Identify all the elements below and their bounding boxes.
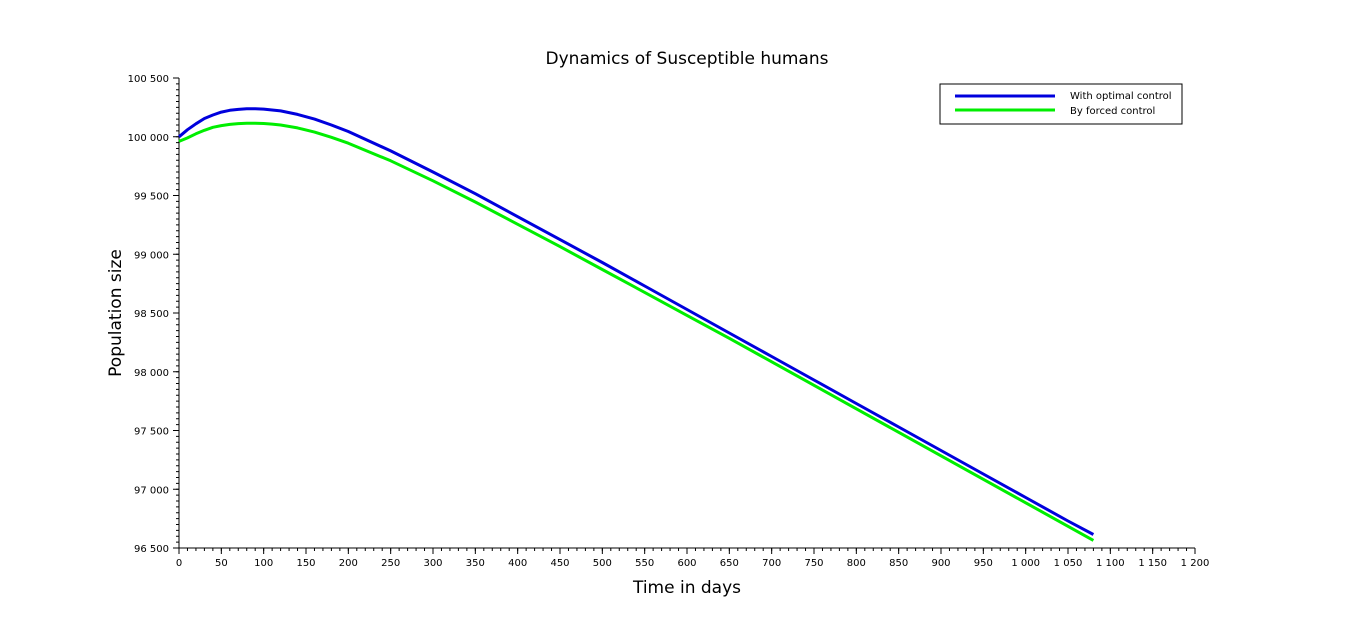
x-tick-label: 900	[931, 558, 950, 569]
x-tick-label: 150	[296, 558, 315, 569]
x-tick-label: 1 000	[1011, 558, 1040, 569]
x-tick-label: 800	[847, 558, 866, 569]
legend: With optimal control By forced control	[939, 83, 1183, 125]
legend-label-with-optimal-control: With optimal control	[1070, 91, 1172, 102]
y-tick-label: 96 500	[134, 544, 169, 555]
y-tick-label: 100 000	[128, 133, 169, 144]
chart-title: Dynamics of Susceptible humans	[546, 49, 829, 69]
x-tick-label: 450	[550, 558, 569, 569]
x-tick-label: 950	[974, 558, 993, 569]
series-lines	[178, 107, 1095, 542]
x-tick-label: 350	[466, 558, 485, 569]
x-tick-label: 550	[635, 558, 654, 569]
x-tick-label: 50	[215, 558, 228, 569]
x-tick-label: 0	[176, 558, 182, 569]
legend-label-by-forced-control: By forced control	[1070, 106, 1155, 117]
x-axis-label: Time in days	[632, 578, 741, 598]
x-tick-label: 200	[339, 558, 358, 569]
x-tick-label: 1 100	[1096, 558, 1125, 569]
x-tick-label: 850	[889, 558, 908, 569]
axes: 0 50 100 150 200 250 300 350 400 450 500 550 600 650 7…	[128, 74, 1210, 569]
y-tick-label: 99 500	[134, 192, 169, 203]
y-tick-label: 100 500	[128, 74, 169, 85]
x-tick-label: 250	[381, 558, 400, 569]
x-tick-label: 500	[593, 558, 612, 569]
y-tick-label: 98 000	[134, 368, 169, 379]
y-tick-label: 98 500	[134, 309, 169, 320]
x-tick-label: 1 050	[1054, 558, 1083, 569]
x-tick-label: 1 200	[1181, 558, 1210, 569]
x-tick-label: 300	[423, 558, 442, 569]
x-tick-label: 650	[720, 558, 739, 569]
y-tick-label: 97 500	[134, 427, 169, 438]
legend-box	[939, 83, 1183, 125]
series-line-by-forced-control	[178, 121, 1095, 542]
x-tick-label: 100	[254, 558, 273, 569]
x-tick-label: 750	[804, 558, 823, 569]
x-tick-label: 700	[762, 558, 781, 569]
y-tick-label: 99 000	[134, 250, 169, 261]
y-tick-label: 97 000	[134, 485, 169, 496]
x-tick-label: 1 150	[1138, 558, 1167, 569]
x-tick-label: 400	[508, 558, 527, 569]
series-line-with-optimal-control	[178, 107, 1095, 536]
x-tick-label: 600	[677, 558, 696, 569]
y-axis-label: Population size	[106, 249, 126, 377]
